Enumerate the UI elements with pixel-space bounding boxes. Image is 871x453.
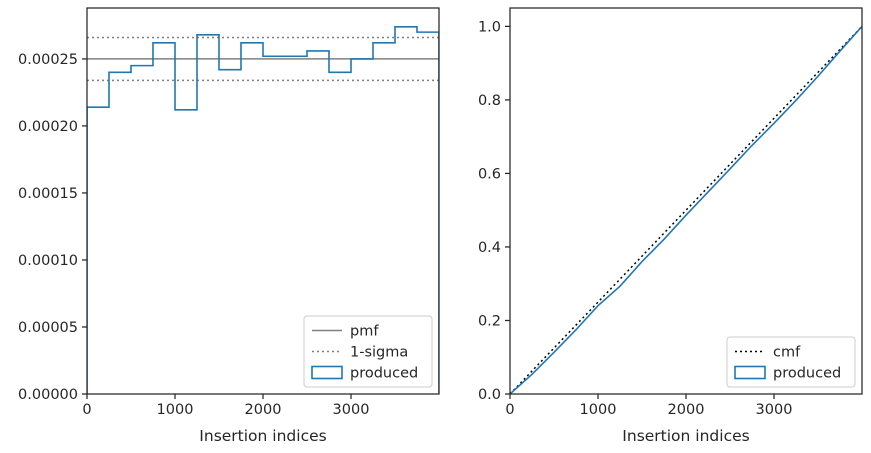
y-tick-label: 0.0 xyxy=(478,387,501,403)
legend-marker-produced xyxy=(734,365,766,380)
y-tick-label: 0.2 xyxy=(478,313,501,329)
y-tick-label: 0.00015 xyxy=(18,186,78,202)
x-tick-label: 0 xyxy=(82,402,91,418)
x-axis-label: Insertion indices xyxy=(199,427,326,445)
y-tick-label: 0.00025 xyxy=(18,52,78,68)
histogram-panel: 0 1000 2000 3000 0.00000 0.00005 0.00010 0.0001… xyxy=(18,7,440,445)
x-tick-label: 3000 xyxy=(333,402,370,418)
x-tick-label: 2000 xyxy=(245,402,282,418)
y-tick-label: 0.4 xyxy=(478,240,501,256)
y-tick-label: 0.00000 xyxy=(18,387,78,403)
x-tick-label: 3000 xyxy=(756,402,793,418)
produced-series xyxy=(87,25,439,394)
legend: pmf 1-sigma produced xyxy=(303,315,433,388)
legend-box xyxy=(303,315,433,388)
y-tick-label: 0.6 xyxy=(478,166,501,182)
legend-label: pmf xyxy=(350,324,379,340)
x-tick-label: 1000 xyxy=(157,402,194,418)
y-tick-label: 0.00005 xyxy=(18,320,78,336)
x-tick-label: 0 xyxy=(505,402,514,418)
plot-area xyxy=(87,25,439,394)
legend-label: cmf xyxy=(773,345,801,361)
y-tick-label: 1.0 xyxy=(478,19,501,35)
legend-label: produced xyxy=(350,366,418,382)
legend-label: 1-sigma xyxy=(350,345,408,361)
x-tick-label: 2000 xyxy=(668,402,705,418)
legend-box xyxy=(726,336,856,388)
y-tick-label: 0.00020 xyxy=(18,119,78,135)
cumulative-panel: 0 1000 2000 3000 0.0 0.2 0.4 0.6 0.8 1.0 Insertion… xyxy=(478,7,863,445)
x-tick-label: 1000 xyxy=(580,402,617,418)
legend: cmf produced xyxy=(726,336,856,388)
y-tick-label: 0.00010 xyxy=(18,253,78,269)
produced-series xyxy=(510,25,862,394)
axes-frame xyxy=(509,7,863,395)
y-tick-label: 0.8 xyxy=(478,93,501,109)
legend-marker-produced xyxy=(311,365,343,380)
x-axis-label: Insertion indices xyxy=(622,427,749,445)
plot-area xyxy=(510,25,862,394)
legend-label: produced xyxy=(773,366,841,382)
